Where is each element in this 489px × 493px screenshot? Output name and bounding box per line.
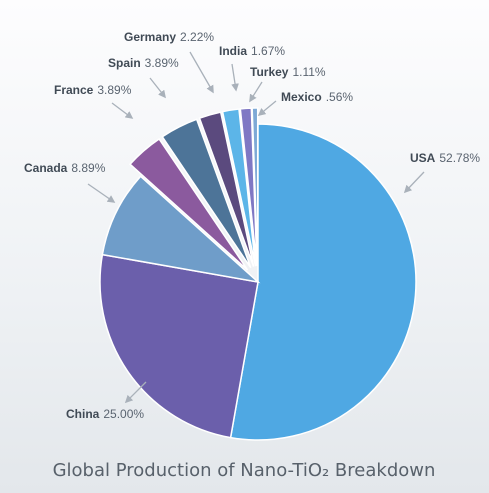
label-name-canada: Canada	[24, 161, 68, 175]
label-value-spain: 3.89%	[145, 56, 179, 70]
arrow-mexico	[257, 100, 277, 116]
label-name-spain: Spain	[108, 56, 141, 70]
arrow-india	[231, 63, 239, 92]
pie-slices	[99, 107, 417, 441]
pie-slice-france[interactable]	[128, 137, 249, 271]
label-spain: Spain 3.89%	[108, 56, 179, 70]
label-germany: Germany 2.22%	[124, 30, 214, 44]
label-china: China 25.00%	[66, 407, 144, 421]
pie-slice-spain[interactable]	[161, 118, 252, 269]
label-name-mexico: Mexico	[281, 90, 322, 104]
pie-slice-mexico[interactable]	[251, 107, 259, 267]
label-value-usa: 52.78%	[439, 151, 480, 165]
pie-slice-turkey[interactable]	[239, 107, 258, 267]
label-name-turkey: Turkey	[250, 65, 289, 79]
arrow-france	[111, 102, 134, 119]
label-name-germany: Germany	[124, 30, 176, 44]
arrow-turkey	[249, 81, 263, 103]
label-usa: USA 52.78%	[410, 151, 480, 165]
label-name-france: France	[54, 83, 94, 97]
label-turkey: Turkey 1.11%	[250, 65, 326, 79]
label-arrows	[87, 51, 425, 404]
chart-title: Global Production of Nano-TiO₂ Breakdown	[53, 460, 436, 481]
arrow-germany	[189, 51, 214, 94]
label-value-turkey: 1.11%	[292, 65, 325, 79]
arrow-canada	[87, 183, 116, 203]
label-value-canada: 8.89%	[71, 161, 105, 175]
label-value-india: 1.67%	[251, 44, 285, 58]
arrow-usa	[403, 171, 425, 194]
label-name-china: China	[66, 407, 100, 421]
label-canada: Canada 8.89%	[24, 161, 106, 175]
label-value-germany: 2.22%	[180, 30, 214, 44]
label-india: India 1.67%	[219, 44, 285, 58]
label-value-china: 25.00%	[103, 407, 144, 421]
pie-slice-germany[interactable]	[198, 111, 255, 267]
label-value-france: 3.89%	[97, 83, 131, 97]
label-mexico: Mexico .56%	[281, 90, 353, 104]
arrow-spain	[149, 77, 166, 99]
pie-slice-usa[interactable]	[229, 123, 417, 441]
pie-slice-india[interactable]	[221, 108, 257, 267]
arrow-china	[124, 381, 147, 404]
pie-slice-china[interactable]	[99, 253, 259, 439]
label-value-mexico: .56%	[326, 90, 354, 104]
pie-slice-canada[interactable]	[101, 175, 261, 284]
label-france: France 3.89%	[54, 83, 132, 97]
slice-labels: USA 52.78%China 25.00%Canada 8.89%France 3.8…	[24, 30, 480, 421]
label-name-usa: USA	[410, 151, 436, 165]
label-name-india: India	[219, 44, 247, 58]
